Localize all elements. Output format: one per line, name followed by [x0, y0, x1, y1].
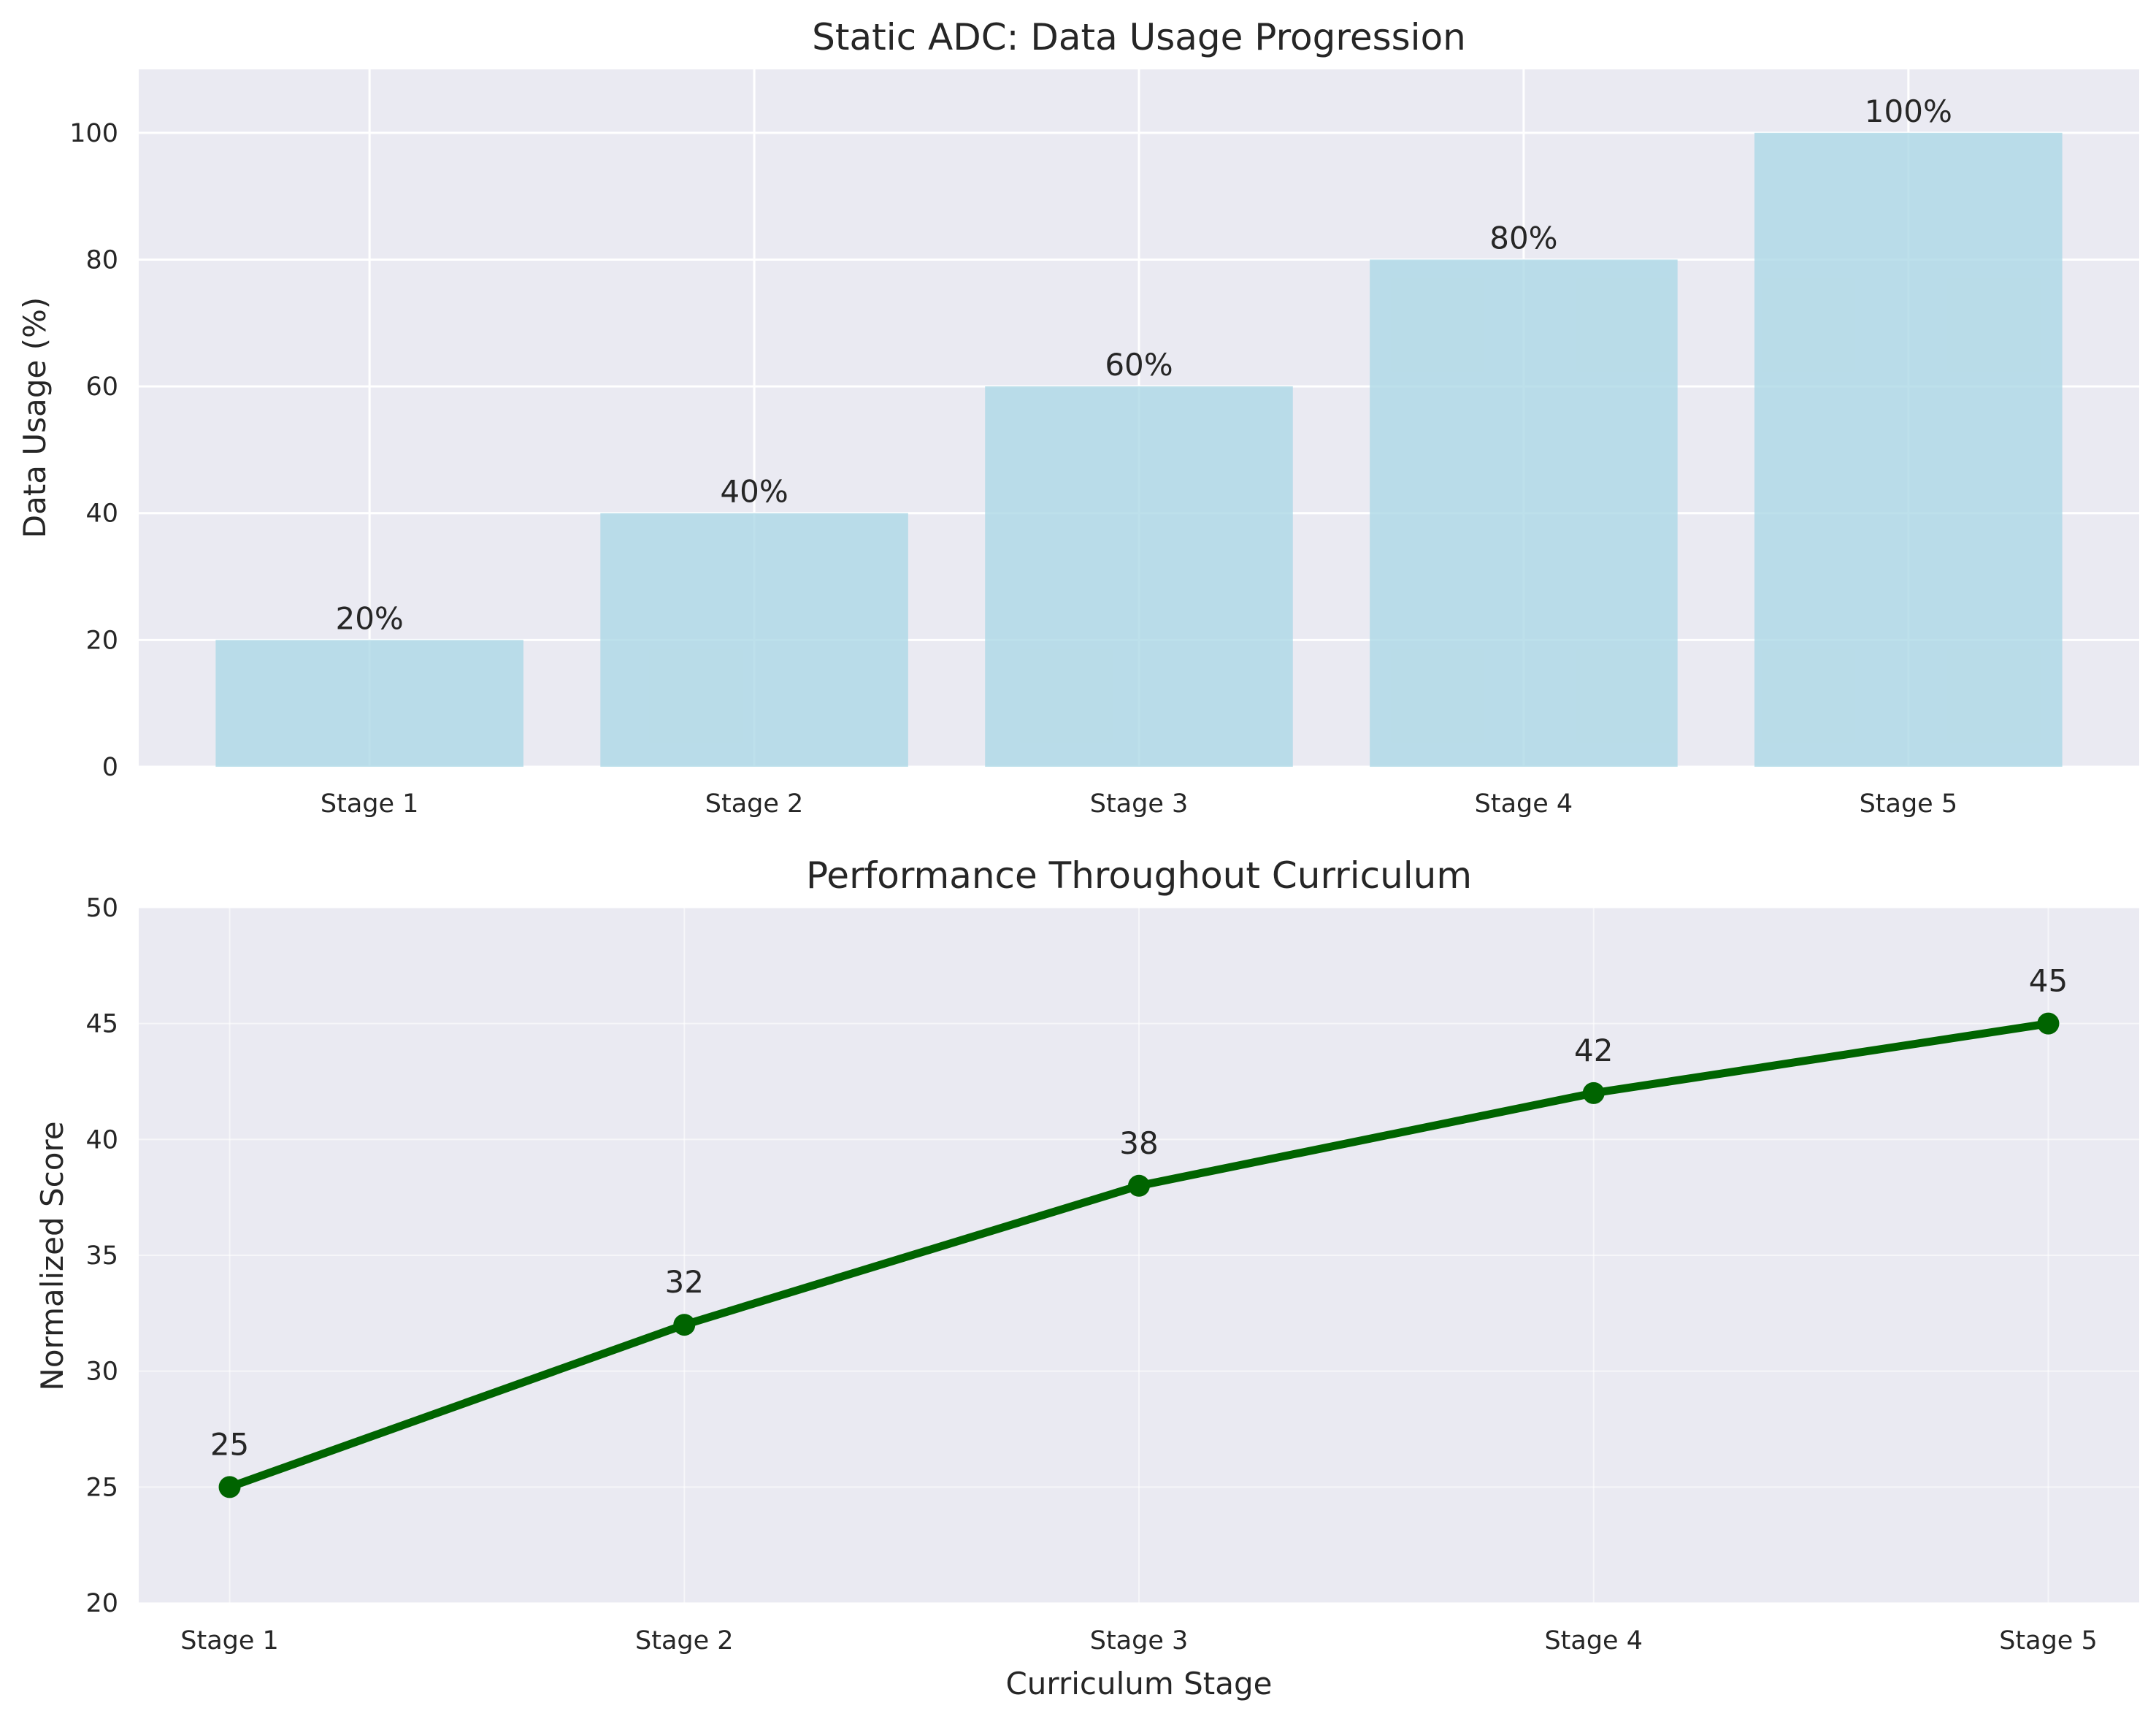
line-chart-points [218, 1012, 2060, 1498]
line-data-label: 38 [1119, 1125, 1158, 1161]
line-point [2037, 1012, 2060, 1035]
line-chart-ticks: 20 25 30 35 40 45 50 Stage 1 Stage 2 Stage 3 Stage… [85, 894, 2097, 1655]
line-point [673, 1314, 696, 1336]
bar-data-label: 100% [1865, 93, 1952, 129]
bar-chart-x-tick-label: Stage 3 [1090, 789, 1189, 819]
line-chart-y-tick-label: 50 [85, 894, 118, 923]
bar [215, 640, 523, 767]
line-chart-data-labels: 25 32 38 42 45 [210, 963, 2068, 1463]
bar-chart-y-tick-label: 100 [69, 119, 118, 148]
line-point [1128, 1174, 1150, 1197]
bar [985, 386, 1293, 767]
bar [1754, 132, 2063, 767]
bar [1370, 259, 1678, 767]
line-chart-x-tick-label: Stage 3 [1090, 1626, 1189, 1655]
line-chart-grid [139, 907, 2139, 1604]
line-chart-y-tick-label: 35 [85, 1241, 118, 1271]
line-chart-y-tick-label: 30 [85, 1358, 118, 1387]
bar-chart-x-tick-label: Stage 4 [1475, 789, 1573, 819]
bar-chart-x-tick-label: Stage 2 [705, 789, 804, 819]
line-chart-x-axis-label: Curriculum Stage [1005, 1666, 1272, 1701]
line-chart-y-tick-label: 25 [85, 1473, 118, 1502]
bar-data-label: 40% [720, 474, 788, 510]
bar-chart-y-tick-label: 0 [102, 753, 118, 782]
bar-chart-y-tick-label: 40 [85, 499, 118, 529]
bar-data-label: 80% [1489, 220, 1557, 256]
bar-chart-y-tick-label: 20 [85, 626, 118, 655]
bar-chart-y-tick-label: 60 [85, 372, 118, 402]
line-chart-y-axis-label: Normalized Score [34, 1121, 70, 1390]
line-chart-title: Performance Throughout Curriculum [806, 854, 1472, 897]
line-data-label: 45 [2029, 963, 2068, 999]
bar-chart-x-tick-label: Stage 1 [321, 789, 419, 819]
line-point [1582, 1081, 1605, 1104]
bar-chart-x-tick-label: Stage 5 [1860, 789, 1958, 819]
line-data-label: 42 [1574, 1033, 1613, 1068]
bar-chart: 0 20 40 60 80 100 Stage 1 Stage 2 Stage 3 Stage 4… [17, 16, 2139, 819]
line-chart-y-tick-label: 45 [85, 1010, 118, 1039]
bar-data-label: 60% [1105, 347, 1173, 383]
line-chart-y-tick-label: 40 [85, 1125, 118, 1155]
bar-chart-title: Static ADC: Data Usage Progression [812, 16, 1466, 58]
bar [600, 513, 908, 767]
line-data-label: 32 [665, 1264, 704, 1300]
line-chart-x-tick-label: Stage 4 [1544, 1626, 1643, 1655]
line-point [218, 1476, 241, 1498]
line-data-label: 25 [210, 1426, 249, 1462]
bar-chart-bars [215, 132, 2063, 767]
line-chart-x-tick-label: Stage 1 [180, 1626, 279, 1655]
bar-chart-y-tick-label: 80 [85, 245, 118, 275]
bar-chart-data-labels: 20% 40% 60% 80% 100% [335, 93, 1952, 637]
line-chart: 20 25 30 35 40 45 50 Stage 1 Stage 2 Stage 3 Stage… [34, 854, 2139, 1701]
line-chart-x-tick-label: Stage 5 [1999, 1626, 2098, 1655]
line-chart-x-tick-label: Stage 2 [635, 1626, 734, 1655]
line-chart-y-tick-label: 20 [85, 1589, 118, 1618]
bar-chart-y-axis-label: Data Usage (%) [17, 297, 53, 539]
bar-chart-ticks: 0 20 40 60 80 100 Stage 1 Stage 2 Stage 3 Stage 4… [69, 119, 1957, 819]
bar-data-label: 20% [335, 600, 403, 636]
